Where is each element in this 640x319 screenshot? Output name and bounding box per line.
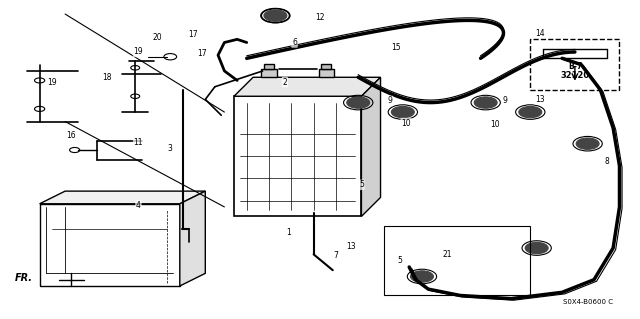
Text: 6: 6 [292, 38, 297, 47]
Text: 13: 13 [535, 95, 545, 104]
Text: 15: 15 [392, 43, 401, 52]
Text: 20: 20 [153, 33, 163, 42]
Circle shape [392, 106, 414, 118]
Polygon shape [180, 191, 205, 286]
Text: B-7: B-7 [568, 62, 582, 71]
Polygon shape [234, 77, 381, 96]
Polygon shape [40, 191, 205, 204]
Bar [531, 39, 620, 90]
Bar [40, 204, 180, 286]
Text: S0X4-B0600 C: S0X4-B0600 C [563, 299, 613, 305]
Text: 4: 4 [136, 201, 141, 210]
Text: 5: 5 [359, 180, 364, 189]
Text: 2: 2 [283, 78, 287, 86]
Circle shape [264, 10, 287, 21]
Text: 11: 11 [134, 137, 143, 147]
Text: 16: 16 [67, 131, 76, 140]
Text: 19: 19 [134, 48, 143, 56]
Bar [321, 64, 332, 69]
Circle shape [525, 242, 548, 254]
Text: 13: 13 [346, 242, 355, 251]
Text: 9: 9 [502, 97, 508, 106]
Polygon shape [362, 77, 381, 216]
Bar [384, 226, 531, 295]
Text: 14: 14 [535, 28, 545, 38]
Text: 5: 5 [397, 256, 402, 265]
Text: 8: 8 [604, 157, 609, 166]
Text: 17: 17 [188, 30, 197, 39]
Bar [261, 69, 276, 77]
Text: FR.: FR. [15, 273, 33, 283]
Text: 10: 10 [401, 119, 411, 128]
Circle shape [347, 97, 370, 108]
Circle shape [519, 106, 541, 118]
Text: 7: 7 [333, 251, 339, 260]
Circle shape [550, 71, 573, 83]
Circle shape [474, 97, 497, 108]
Text: 3: 3 [168, 144, 173, 153]
Text: 17: 17 [197, 49, 207, 58]
Text: 19: 19 [47, 78, 57, 86]
Text: 10: 10 [490, 120, 500, 129]
Text: 12: 12 [316, 13, 324, 22]
Circle shape [576, 138, 599, 149]
Bar [234, 96, 362, 216]
Bar [264, 64, 274, 69]
Circle shape [410, 271, 433, 282]
Bar [319, 69, 334, 77]
Text: 1: 1 [286, 228, 291, 237]
Text: 21: 21 [443, 250, 452, 259]
Text: 32120: 32120 [561, 71, 589, 80]
Text: 18: 18 [102, 73, 111, 82]
Text: 9: 9 [388, 97, 392, 106]
